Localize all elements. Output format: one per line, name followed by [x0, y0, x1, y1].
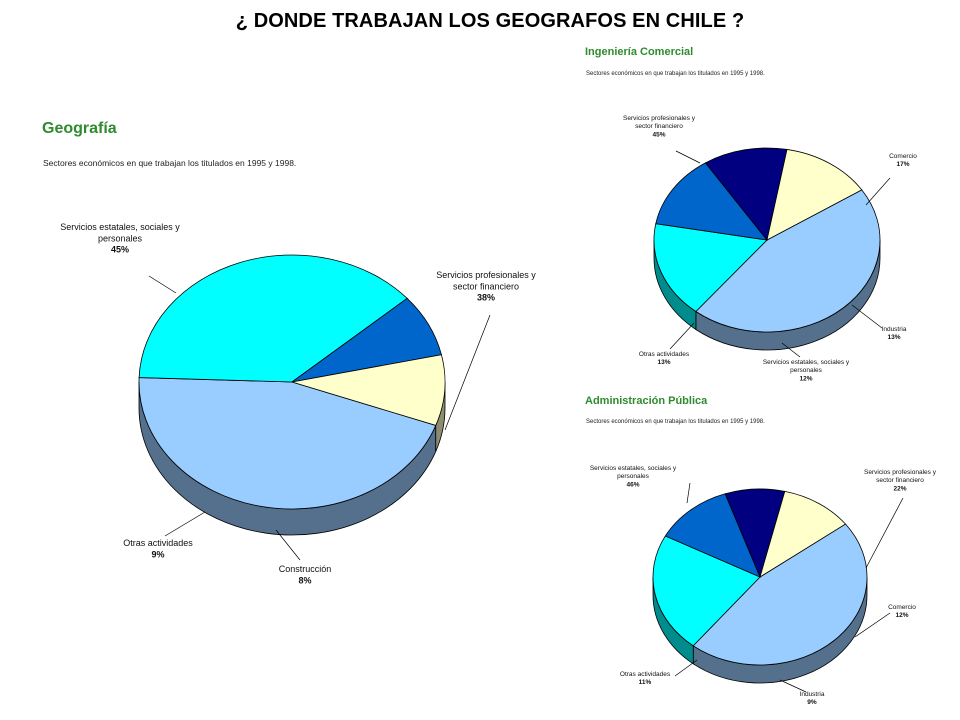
leader-line-servicios-profesionales-y-sector-financiero [675, 150, 701, 164]
leader-line-otras-actividades [164, 511, 206, 537]
leader-line-servicios-estatales-sociales-y-personales [686, 482, 691, 504]
slice-value-comercio: 12% [895, 612, 908, 619]
chart-title-administracion-publica: Administración Pública [585, 395, 708, 407]
slice-value-servicios-estatales-sociales-y-personales: 46% [626, 481, 639, 488]
leader-line-industria [851, 304, 883, 329]
leader-line-servicios-profesionales-y-sector-financiero [865, 497, 904, 569]
chart-subtitle-geografia: Sectores económicos en que trabajan los … [43, 158, 297, 168]
slice-value-construccion: 8% [298, 575, 311, 585]
pie-slice-servicios-profesionales-y-sector-financiero [695, 189, 881, 333]
slice-value-servicios-estatales-sociales-y-personales: 45% [111, 245, 129, 255]
slice-label-comercio: Comercio [889, 153, 917, 160]
slice-value-servicios-estatales-sociales-y-personales: 12% [799, 375, 812, 382]
leader-line-construccion [275, 529, 301, 561]
chart-subtitle-administracion-publica: Sectores económicos en que trabajan los … [586, 419, 765, 425]
leader-line-servicios-estatales-sociales-y-personales [781, 342, 801, 358]
slice-label-servicios-profesionales-y-sector-financiero: Servicios profesionales y sector financie… [436, 270, 536, 291]
pie-slice-comercio [664, 493, 761, 578]
pie-slice-servicios-estatales-sociales-y-personales [692, 523, 868, 666]
slice-label-industria: Industria [882, 326, 907, 333]
pie-slice-servicios-profesionales-y-sector-financiero [138, 254, 408, 383]
slice-value-comercio: 17% [896, 161, 909, 168]
slice-label-comercio: Comercio [888, 604, 916, 611]
slice-value-servicios-profesionales-y-sector-financiero: 45% [652, 131, 665, 138]
slice-value-industria: 13% [887, 334, 900, 341]
leader-line-comercio [854, 612, 891, 638]
slice-value-otras-actividades: 9% [151, 549, 164, 559]
slice-label-servicios-profesionales-y-sector-financiero: Servicios profesionales y sector financie… [864, 469, 937, 484]
slice-label-industria: Industria [800, 691, 825, 698]
pie-slice-industria [655, 162, 768, 241]
pie-slice-otras-actividades [766, 149, 863, 241]
leader-line-otras-actividades [669, 322, 695, 350]
pie-geografia: Servicios estatales, sociales y personale… [60, 222, 536, 585]
pie-slice-servicios-estatales-sociales-y-personales [704, 147, 788, 241]
slice-label-servicios-estatales-sociales-y-personales: Servicios estatales, sociales y personale… [590, 465, 677, 480]
slice-value-servicios-profesionales-y-sector-financiero: 22% [893, 485, 906, 492]
pie-slice-servicios-profesionales-y-sector-financiero [652, 535, 761, 647]
slice-label-servicios-estatales-sociales-y-personales: Servicios estatales, sociales y personale… [763, 359, 850, 374]
pie-slice-otras-actividades [291, 354, 446, 426]
chart-subtitle-ingenieria-comercial: Sectores económicos en que trabajan los … [586, 71, 765, 77]
slice-label-servicios-profesionales-y-sector-financiero: Servicios profesionales y sector financie… [623, 115, 696, 130]
pie-slice-servicios-estatales-sociales-y-personales [138, 377, 437, 510]
slice-value-otras-actividades: 11% [639, 679, 652, 686]
chart-title-geografia: Geografía [42, 120, 117, 137]
leader-line-servicios-estatales-sociales-y-personales [148, 275, 177, 294]
leader-line-servicios-profesionales-y-sector-financiero [444, 314, 491, 431]
page-title: ¿ DONDE TRABAJAN LOS GEOGRAFOS EN CHILE … [235, 10, 745, 32]
slice-label-otras-actividades: Otras actividades [123, 538, 193, 548]
slice-value-servicios-profesionales-y-sector-financiero: 38% [477, 293, 495, 303]
leader-line-comercio [865, 177, 891, 206]
pie-ingenieria-comercial: Servicios profesionales y sector financie… [623, 115, 917, 382]
slice-value-industria: 9% [807, 699, 817, 706]
leader-line-otras-actividades [674, 659, 698, 677]
pie-administracion-publica: Servicios estatales, sociales y personale… [590, 465, 937, 706]
leader-line-industria [779, 679, 807, 693]
pie-slice-comercio [653, 223, 768, 313]
slice-label-otras-actividades: Otras actividades [620, 671, 671, 678]
slice-value-otras-actividades: 13% [657, 359, 670, 366]
slice-label-otras-actividades: Otras actividades [639, 351, 690, 358]
slice-label-construccion: Construcción [279, 564, 332, 574]
slice-label-servicios-estatales-sociales-y-personales: Servicios estatales, sociales y personale… [60, 222, 180, 243]
chart-title-ingenieria-comercial: Ingeniería Comercial [585, 46, 694, 58]
pie-slice-otras-actividades [759, 490, 847, 578]
